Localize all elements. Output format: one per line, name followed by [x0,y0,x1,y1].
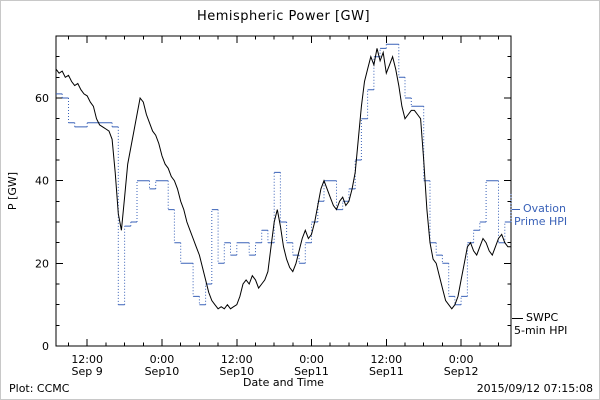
legend-swpc-row: SWPC [512,311,599,324]
svg-text:Sep10: Sep10 [145,365,180,378]
legend-ovation-line2: Prime HPI [514,215,568,228]
legend-swpc-line2: 5-min HPI [514,324,568,337]
legend-ovation: Ovation Prime HPI [512,202,599,228]
plot-credit: Plot: CCMC [9,382,70,395]
plot-timestamp: 2015/09/12 07:15:08 [476,382,593,395]
svg-text:0:00: 0:00 [449,353,474,366]
legend-ovation-row: Ovation [512,202,599,215]
legend-swpc: SWPC 5-min HPI [512,311,599,337]
swpc-line-sample-icon [512,317,523,319]
svg-text:12:00: 12:00 [370,353,402,366]
svg-text:Sep11: Sep11 [294,365,329,378]
svg-text:0:00: 0:00 [150,353,175,366]
svg-text:Sep11: Sep11 [369,365,404,378]
svg-text:12:00: 12:00 [221,353,253,366]
chart-title: Hemispheric Power [GW] [196,9,371,24]
ovation-line-sample-icon [512,208,520,210]
svg-text:20: 20 [35,257,49,270]
x-axis-label: Date and Time [243,376,324,389]
svg-text:60: 60 [35,92,49,105]
svg-text:Sep10: Sep10 [219,365,254,378]
y-axis-label: P [GW] [6,171,19,211]
svg-text:40: 40 [35,175,49,188]
legend-ovation-line1: Ovation [523,202,566,215]
svg-text:Sep12: Sep12 [444,365,479,378]
svg-text:12:00: 12:00 [71,353,103,366]
svg-text:Sep 9: Sep 9 [72,365,103,378]
legend-swpc-line1: SWPC [526,311,559,324]
svg-text:0: 0 [42,340,49,353]
svg-text:0:00: 0:00 [299,353,324,366]
